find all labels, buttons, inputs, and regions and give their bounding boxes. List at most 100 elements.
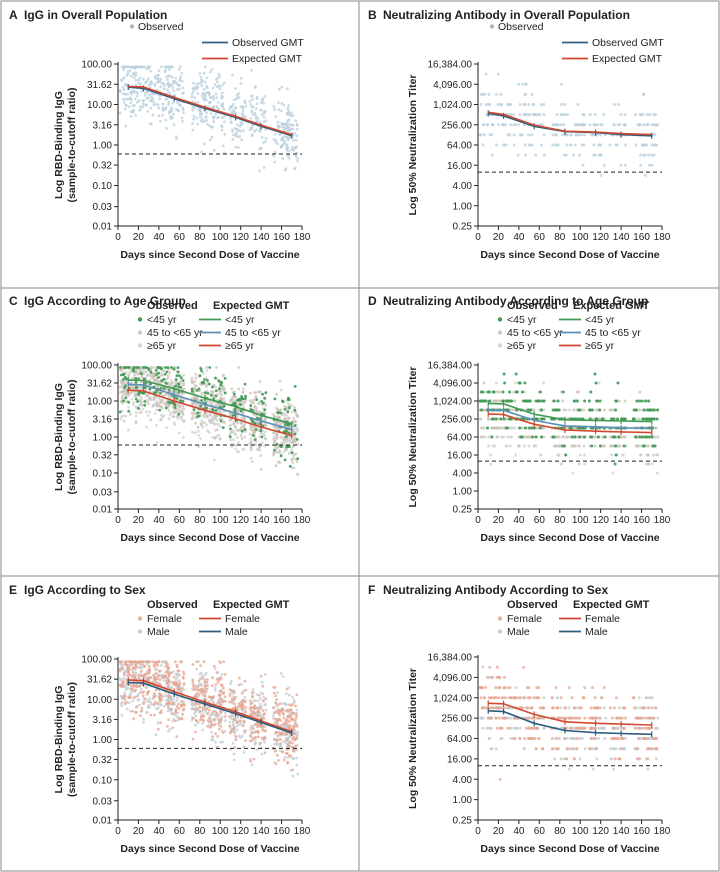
y-tick-label: 16.00 <box>447 451 472 462</box>
scatter-point <box>652 408 656 412</box>
scatter-point <box>278 749 282 753</box>
scatter-point <box>260 680 264 684</box>
y-axis-label: Log RBD-Binding IgG <box>53 383 65 491</box>
scatter-point <box>210 684 214 688</box>
scatter-point <box>159 391 162 395</box>
scatter-point <box>223 695 227 699</box>
scatter-point <box>556 399 560 403</box>
scatter-point <box>580 133 584 137</box>
scatter-point <box>574 133 578 137</box>
scatter-point <box>560 82 563 86</box>
scatter-point <box>210 720 213 724</box>
scatter-point <box>171 712 175 716</box>
scatter-point <box>508 133 512 137</box>
scatter-point <box>478 417 482 421</box>
scatter-point <box>135 366 138 369</box>
scatter-point <box>277 416 281 420</box>
scatter-point <box>494 92 498 96</box>
scatter-point <box>564 153 568 157</box>
scatter-point <box>171 401 175 405</box>
scatter-point <box>190 707 194 711</box>
scatter-point <box>208 413 212 417</box>
scatter-point <box>241 411 245 415</box>
scatter-point <box>219 689 223 693</box>
scatter-point <box>254 114 258 118</box>
scatter-point <box>209 125 213 129</box>
scatter-point <box>211 436 215 439</box>
scatter-point <box>290 458 294 462</box>
scatter-point <box>212 397 216 400</box>
scatter-point <box>624 143 628 147</box>
scatter-point <box>250 68 254 72</box>
scatter-point <box>276 411 280 415</box>
scatter-point <box>119 694 123 698</box>
scatter-point <box>123 92 127 96</box>
scatter-point <box>577 408 581 412</box>
scatter-point <box>152 397 156 401</box>
scatter-point <box>192 401 196 405</box>
scatter-point <box>143 94 147 97</box>
scatter-point <box>285 112 289 115</box>
scatter-point <box>279 744 283 748</box>
scatter-point <box>650 163 654 167</box>
x-tick-label: 100 <box>212 826 229 837</box>
scatter-point <box>260 752 264 756</box>
scatter-point <box>249 404 253 408</box>
scatter-point <box>138 404 142 407</box>
scatter-point <box>292 454 296 458</box>
scatter-point <box>191 128 195 132</box>
scatter-point <box>616 444 620 448</box>
scatter-point <box>490 153 494 157</box>
scatter-point <box>524 153 527 157</box>
scatter-point <box>181 92 184 95</box>
x-tick-label: 100 <box>212 515 229 526</box>
scatter-point <box>193 96 197 99</box>
scatter-point <box>122 695 126 699</box>
scatter-point <box>608 435 612 439</box>
scatter-point <box>223 377 227 380</box>
scatter-point <box>542 399 546 403</box>
y-tick-label: 3.16 <box>93 415 113 426</box>
scatter-point <box>171 726 175 730</box>
scatter-point <box>481 143 485 147</box>
scatter-point <box>281 675 285 678</box>
scatter-point <box>129 101 133 105</box>
y-tick-label: 0.01 <box>93 222 113 233</box>
scatter-point <box>538 426 542 430</box>
scatter-point <box>255 409 258 413</box>
scatter-point <box>279 672 283 675</box>
scatter-point <box>169 680 173 684</box>
scatter-point <box>216 101 220 104</box>
scatter-point <box>542 133 546 137</box>
scatter-point <box>169 707 173 711</box>
scatter-point <box>237 95 241 99</box>
scatter-point <box>180 415 184 419</box>
scatter-point <box>217 698 221 702</box>
scatter-point <box>149 418 153 422</box>
scatter-point <box>495 143 499 147</box>
scatter-point <box>638 435 642 439</box>
scatter-point <box>122 378 125 381</box>
scatter-point <box>486 426 489 430</box>
scatter-point <box>241 404 245 408</box>
scatter-point <box>133 675 137 679</box>
scatter-point <box>205 111 208 115</box>
scatter-point <box>220 697 223 701</box>
panel-a-title: IgG in Overall Population <box>24 8 167 22</box>
legend-dot <box>137 317 143 322</box>
scatter-point <box>206 711 210 715</box>
scatter-point <box>194 723 197 727</box>
scatter-point <box>296 772 300 776</box>
y-axis-label-line2: (sample-to-cutoff ratio) <box>66 682 78 797</box>
scatter-point <box>209 421 213 425</box>
scatter-point <box>259 432 263 435</box>
scatter-point <box>561 390 565 394</box>
scatter-point <box>170 381 174 385</box>
scatter-point <box>210 68 214 71</box>
scatter-point <box>180 79 184 83</box>
scatter-point <box>124 685 128 689</box>
scatter-point <box>565 426 569 430</box>
legend-dot <box>137 330 143 335</box>
scatter-point <box>252 401 256 405</box>
scatter-point <box>258 128 262 132</box>
